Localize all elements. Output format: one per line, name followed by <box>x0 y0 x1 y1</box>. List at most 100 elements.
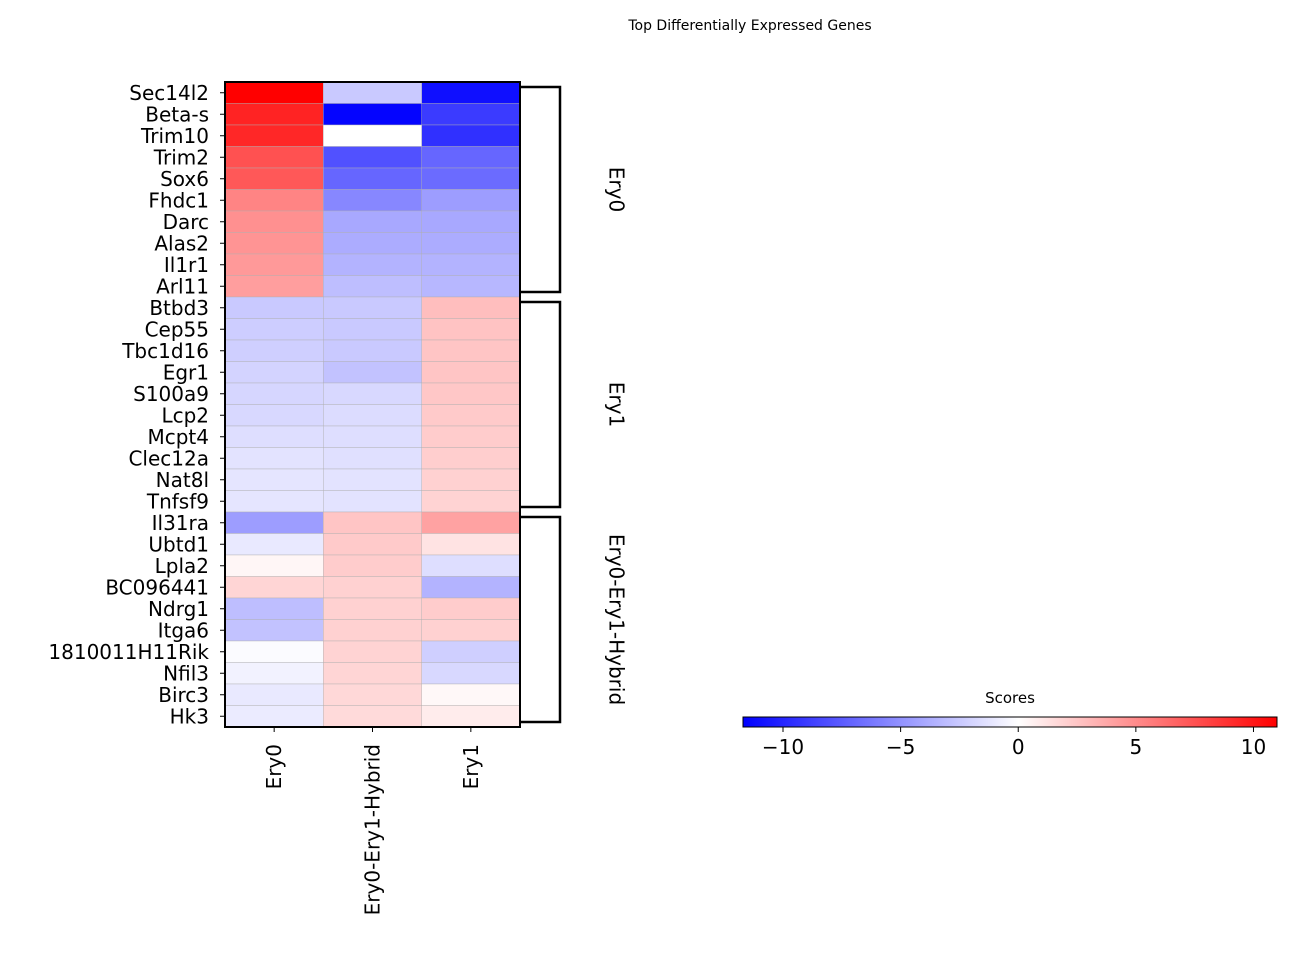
heatmap-cell <box>224 232 324 255</box>
row-label: Il31ra <box>152 511 209 535</box>
heatmap-cell <box>224 275 324 298</box>
row-label: Mcpt4 <box>147 425 209 449</box>
row-label: Ubtd1 <box>148 532 209 556</box>
heatmap-cell <box>323 425 422 448</box>
row-label: Tnfsf9 <box>146 489 209 513</box>
row-label: Clec12a <box>128 446 209 470</box>
heatmap-cell <box>224 404 324 427</box>
heatmap-cell <box>323 232 422 255</box>
heatmap-cell <box>323 554 422 577</box>
heatmap-cell <box>421 425 521 448</box>
heatmap-cell <box>224 554 324 577</box>
heatmap-cell <box>323 103 422 126</box>
row-label: 1810011H11Rik <box>48 640 209 664</box>
heatmap-cell <box>323 511 422 534</box>
heatmap-cell <box>323 210 422 233</box>
heatmap-cell <box>224 253 324 276</box>
heatmap-cell <box>421 490 521 513</box>
heatmap-cell <box>421 533 521 556</box>
row-label: Nfil3 <box>163 661 209 685</box>
heatmap-cell <box>224 533 324 556</box>
row-label: Hk3 <box>170 704 209 728</box>
heatmap-cell <box>224 490 324 513</box>
heatmap-cell <box>421 124 521 147</box>
heatmap-cell <box>323 124 422 147</box>
heatmap-cell <box>224 167 324 190</box>
heatmap-cell <box>323 382 422 405</box>
row-label: BC096441 <box>105 575 209 599</box>
heatmap-cell <box>421 167 521 190</box>
row-label: Il1r1 <box>164 253 209 277</box>
heatmap-cell <box>224 705 324 728</box>
heatmap-cell <box>323 662 422 685</box>
heatmap-cell <box>224 124 324 147</box>
heatmap-cell <box>421 296 521 319</box>
colorbar-tick-label: −10 <box>762 735 804 759</box>
heatmap-cell <box>421 640 521 663</box>
heatmap-cell <box>323 533 422 556</box>
heatmap-cell <box>224 189 324 212</box>
heatmap-cell <box>421 511 521 534</box>
heatmap-cell <box>224 619 324 642</box>
heatmap-cell <box>224 318 324 341</box>
heatmap-cell <box>224 576 324 599</box>
heatmap-cell <box>421 683 521 706</box>
heatmap-cell <box>224 103 324 126</box>
chart-title: Top Differentially Expressed Genes <box>627 18 871 34</box>
heatmap-cell <box>323 146 422 169</box>
group-label: Ery1 <box>605 382 629 427</box>
row-label: Beta-s <box>145 102 209 126</box>
heatmap-cell <box>224 597 324 620</box>
heatmap-cell <box>421 253 521 276</box>
row-label: Fhdc1 <box>148 188 209 212</box>
heatmap-cell <box>323 318 422 341</box>
column-label: Ery0 <box>262 744 286 789</box>
heatmap-cell <box>323 275 422 298</box>
colorbar: Scores −10 −5 0 5 10 <box>742 689 1278 759</box>
heatmap-cell <box>421 468 521 491</box>
colorbar-label: Scores <box>985 689 1035 707</box>
heatmap-cell <box>421 232 521 255</box>
heatmap-cell <box>421 404 521 427</box>
heatmap-cell <box>323 576 422 599</box>
heatmap-cell <box>421 339 521 362</box>
heatmap-cell <box>421 275 521 298</box>
heatmap-cell <box>421 318 521 341</box>
heatmap-cell <box>323 339 422 362</box>
row-label: Itga6 <box>158 618 209 642</box>
row-labels: Sec14l2Beta-sTrim10Trim2Sox6Fhdc1DarcAla… <box>48 81 225 728</box>
heatmap-cell <box>224 382 324 405</box>
heatmap-cell <box>224 468 324 491</box>
heatmap-cell <box>323 361 422 384</box>
heatmap-cell <box>421 662 521 685</box>
group-label: Ery0-Ery1-Hybrid <box>605 534 629 705</box>
colorbar-tick-label: 5 <box>1129 735 1142 759</box>
colorbar-tick-label: −5 <box>886 735 915 759</box>
heatmap-cell <box>323 705 422 728</box>
heatmap-cell <box>421 576 521 599</box>
heatmap-cell <box>323 468 422 491</box>
colorbar-tick-label: 10 <box>1241 735 1266 759</box>
heatmap-cell <box>323 81 422 104</box>
row-label: Sox6 <box>160 167 209 191</box>
column-labels: Ery0 Ery0-Ery1-Hybrid Ery1 <box>262 727 483 915</box>
row-label: S100a9 <box>133 382 209 406</box>
group-bracket <box>521 300 562 509</box>
row-label: Sec14l2 <box>129 81 209 105</box>
row-label: Btbd3 <box>149 296 209 320</box>
row-label: Arl11 <box>156 274 209 298</box>
heatmap-cell <box>323 683 422 706</box>
heatmap-cell <box>224 447 324 470</box>
heatmap-cell <box>421 382 521 405</box>
heatmap-cell <box>421 554 521 577</box>
heatmap-cell <box>224 425 324 448</box>
heatmap-cell <box>421 210 521 233</box>
row-label: Birc3 <box>158 683 209 707</box>
heatmap-cell <box>323 619 422 642</box>
heatmap-cell <box>421 189 521 212</box>
heatmap-cell <box>323 167 422 190</box>
heatmap-cell <box>224 146 324 169</box>
row-label: Tbc1d16 <box>121 339 209 363</box>
row-label: Lcp2 <box>161 403 209 427</box>
heatmap-cell <box>224 640 324 663</box>
